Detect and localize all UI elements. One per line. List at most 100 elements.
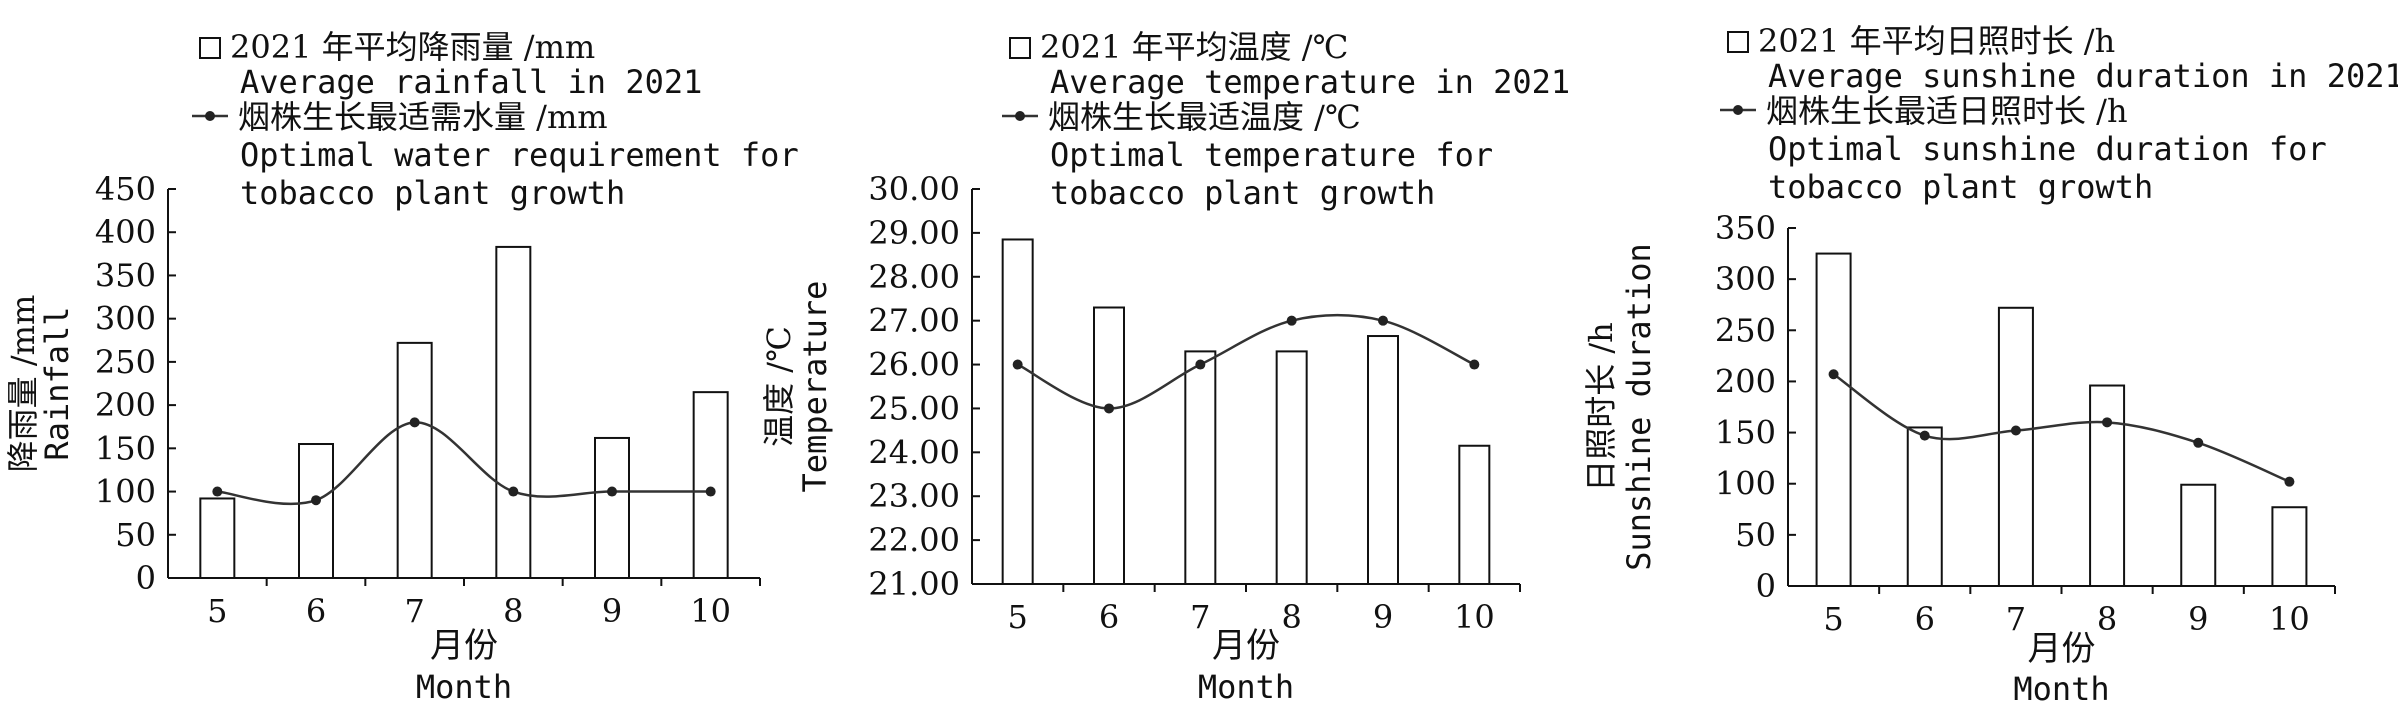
y-tick-label: 24.00 — [868, 433, 960, 471]
x-tick-label: 5 — [207, 592, 227, 630]
y-tick-label: 0 — [136, 559, 156, 597]
legend-line-marker — [205, 111, 215, 121]
legend-bar-swatch — [1009, 37, 1031, 59]
y-tick-label: 450 — [95, 170, 156, 208]
line-point-8 — [2102, 417, 2113, 428]
y-tick-label: 0 — [1756, 567, 1776, 605]
legend-bar-label-en: Average sunshine duration in 2021 — [1768, 57, 2398, 95]
bar-5 — [1815, 252, 1852, 587]
x-tick-label: 5 — [1007, 598, 1027, 636]
y-axis-title-cn: 降雨量 /mm — [4, 295, 42, 473]
x-tick-label: 9 — [602, 592, 622, 630]
line-point-6 — [1104, 403, 1114, 414]
y-tick-label: 25.00 — [868, 389, 960, 427]
legend-line-label-en-1: Optimal temperature for — [1050, 136, 1493, 174]
y-tick-label: 150 — [95, 429, 156, 467]
bar-9 — [594, 436, 630, 579]
y-tick-label: 100 — [1715, 465, 1776, 503]
line-point-5 — [1828, 369, 1839, 380]
bar-7 — [1997, 306, 2034, 587]
line-point-9 — [2193, 437, 2204, 448]
x-tick-label: 7 — [1190, 598, 1210, 636]
legend-line-label-cn: 烟株生长最适日照时长 /h — [1766, 92, 2128, 130]
x-tick-label: 10 — [1454, 598, 1495, 636]
legend-bar-label-cn: 2021 年平均日照时长 /h — [1758, 22, 2115, 60]
y-axis-title-cn: 温度 /℃ — [760, 326, 798, 447]
y-tick-label: 29.00 — [868, 214, 960, 252]
legend-bar-swatch — [1727, 31, 1749, 53]
legend-bar-label-cn: 2021 年平均温度 /℃ — [1040, 28, 1348, 66]
legend-line-marker — [1015, 111, 1025, 121]
bar-6 — [298, 443, 334, 579]
bar-9 — [1367, 335, 1399, 585]
x-tick-label: 10 — [2269, 600, 2310, 638]
bar-10 — [1458, 444, 1491, 585]
line-point-7 — [409, 417, 420, 428]
legend-line-marker — [1733, 105, 1743, 115]
line-point-10 — [1469, 359, 1480, 370]
bar-6 — [1906, 426, 1943, 588]
legend-line-label-en-1: Optimal water requirement for — [240, 136, 799, 174]
x-tick-label: 6 — [1915, 600, 1935, 638]
line-point-7 — [2010, 425, 2021, 436]
bar-8 — [495, 245, 532, 579]
y-axis-title-en: Rainfall — [38, 306, 76, 460]
y-tick-label: 28.00 — [868, 258, 960, 296]
y-axis-title-en: Sunshine duration — [1620, 243, 1658, 571]
line-point-7 — [1195, 359, 1206, 370]
y-tick-label: 26.00 — [868, 346, 960, 384]
y-tick-label: 50 — [115, 516, 156, 554]
x-axis-title-cn: 月份 — [430, 626, 498, 666]
x-tick-label: 9 — [1373, 598, 1393, 636]
y-tick-label: 100 — [95, 473, 156, 511]
legend-line-label-en-2: tobacco plant growth — [1768, 168, 2153, 206]
x-tick-label: 7 — [2006, 600, 2026, 638]
x-axis-title-en: Month — [1198, 668, 1294, 706]
line-point-10 — [2284, 476, 2295, 487]
line-point-8 — [508, 486, 519, 497]
y-tick-label: 200 — [95, 386, 156, 424]
legend-line-label-en-1: Optimal sunshine duration for — [1768, 130, 2327, 168]
line-point-6 — [311, 495, 321, 506]
bar-5 — [199, 497, 236, 579]
legend-bar-label-cn: 2021 年平均降雨量 /mm — [230, 28, 595, 66]
bar-10 — [692, 391, 729, 579]
x-axis-title-en: Month — [416, 668, 512, 706]
bar-9 — [2180, 483, 2217, 588]
bar-8 — [1275, 350, 1308, 585]
bar-5 — [1001, 238, 1034, 585]
y-tick-label: 300 — [1715, 260, 1776, 298]
x-tick-label: 8 — [1281, 598, 1301, 636]
y-tick-label: 350 — [1715, 209, 1776, 247]
y-tick-label: 150 — [1715, 414, 1776, 452]
line-point-6 — [1919, 430, 1930, 441]
bar-6 — [1093, 306, 1125, 585]
bar-7 — [1184, 350, 1217, 585]
y-tick-label: 250 — [95, 343, 156, 381]
y-tick-label: 350 — [95, 256, 156, 294]
bar-7 — [396, 341, 433, 580]
legend-line-label-cn: 烟株生长最适温度 /℃ — [1048, 98, 1361, 136]
x-tick-label: 5 — [1823, 600, 1843, 638]
optimal-line — [1017, 313, 1475, 410]
x-tick-label: 6 — [306, 592, 326, 630]
line-point-9 — [607, 486, 617, 497]
x-tick-label: 9 — [2188, 600, 2208, 638]
y-tick-label: 21.00 — [868, 565, 960, 603]
legend-bar-swatch — [199, 37, 221, 59]
legend-bar-label-en: Average rainfall in 2021 — [240, 63, 702, 101]
y-tick-label: 250 — [1715, 311, 1776, 349]
x-axis-title-cn: 月份 — [1212, 626, 1280, 666]
y-axis-title-en: Temperature — [796, 281, 834, 493]
y-tick-label: 23.00 — [868, 477, 960, 515]
legend-line-label-en-2: tobacco plant growth — [240, 174, 625, 212]
legend-bar-label-en: Average temperature in 2021 — [1050, 63, 1570, 101]
x-tick-label: 8 — [503, 592, 523, 630]
x-tick-label: 8 — [2097, 600, 2117, 638]
